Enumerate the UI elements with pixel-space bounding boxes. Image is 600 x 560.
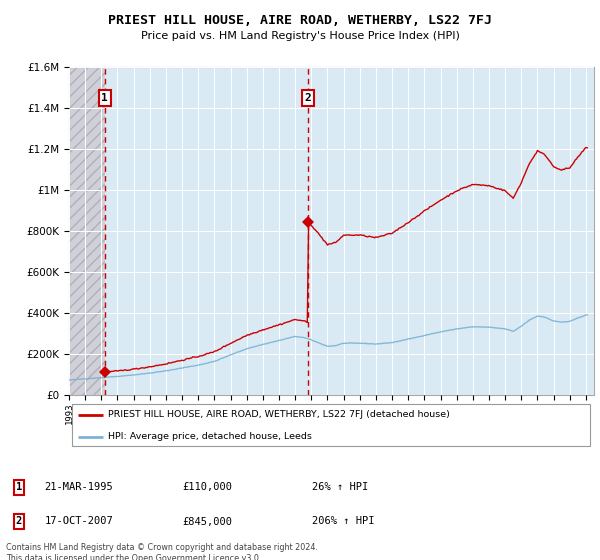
- FancyBboxPatch shape: [71, 404, 590, 446]
- Text: 2: 2: [16, 516, 22, 526]
- Text: HPI: Average price, detached house, Leeds: HPI: Average price, detached house, Leed…: [109, 432, 312, 441]
- Text: Price paid vs. HM Land Registry's House Price Index (HPI): Price paid vs. HM Land Registry's House …: [140, 31, 460, 41]
- Text: 2: 2: [305, 93, 311, 103]
- Text: Contains HM Land Registry data © Crown copyright and database right 2024.
This d: Contains HM Land Registry data © Crown c…: [6, 543, 318, 560]
- Text: 1: 1: [101, 93, 108, 103]
- Text: £110,000: £110,000: [182, 482, 232, 492]
- Text: 17-OCT-2007: 17-OCT-2007: [44, 516, 113, 526]
- Text: 1: 1: [16, 482, 22, 492]
- Text: £845,000: £845,000: [182, 516, 232, 526]
- Text: 26% ↑ HPI: 26% ↑ HPI: [312, 482, 368, 492]
- Text: 206% ↑ HPI: 206% ↑ HPI: [312, 516, 374, 526]
- Text: PRIEST HILL HOUSE, AIRE ROAD, WETHERBY, LS22 7FJ: PRIEST HILL HOUSE, AIRE ROAD, WETHERBY, …: [108, 14, 492, 27]
- Text: PRIEST HILL HOUSE, AIRE ROAD, WETHERBY, LS22 7FJ (detached house): PRIEST HILL HOUSE, AIRE ROAD, WETHERBY, …: [109, 410, 450, 419]
- Bar: [69, 67, 104, 395]
- Text: 21-MAR-1995: 21-MAR-1995: [44, 482, 113, 492]
